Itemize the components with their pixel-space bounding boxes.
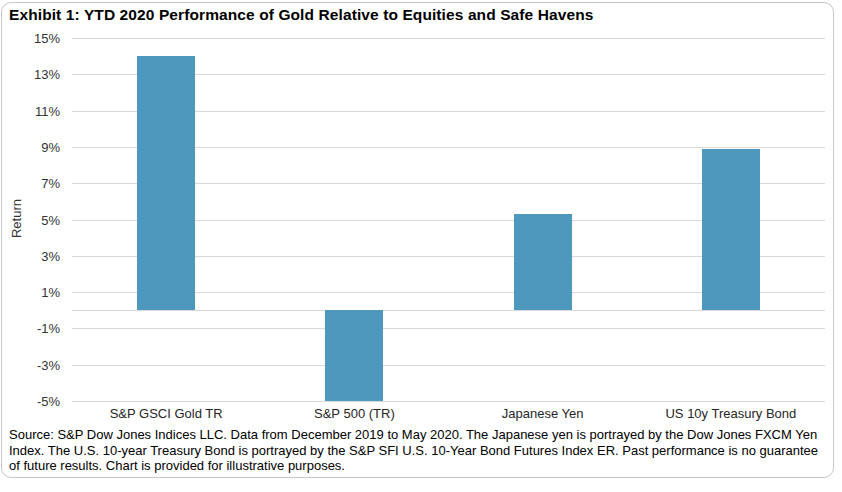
y-tick-label: 1% [41, 285, 60, 300]
source-note: Source: S&P Dow Jones Indices LLC. Data … [9, 427, 827, 474]
zero-axis-line [72, 310, 825, 311]
x-axis-category-label: S&P 500 (TR) [260, 406, 448, 421]
y-tick-label: 13% [34, 67, 60, 82]
gridline [72, 365, 825, 366]
y-axis-ticks: 15%13%11%9%7%5%3%1%-1%-3%-5% [2, 38, 60, 401]
y-tick-label: 7% [41, 176, 60, 191]
bar-s-p-500-tr- [325, 310, 383, 401]
chart-card: Exhibit 1: YTD 2020 Performance of Gold … [1, 2, 834, 478]
y-tick-label: 5% [41, 212, 60, 227]
y-tick-label: 9% [41, 139, 60, 154]
gridline [72, 328, 825, 329]
y-tick-label: -5% [37, 394, 60, 409]
y-tick-label: -1% [37, 321, 60, 336]
y-tick-label: 11% [35, 103, 60, 118]
x-axis-category-label: US 10y Treasury Bond [637, 406, 825, 421]
chart-title: Exhibit 1: YTD 2020 Performance of Gold … [9, 6, 819, 24]
y-tick-label: -3% [37, 357, 60, 372]
y-tick-label: 15% [34, 31, 60, 46]
bar-s-p-gsci-gold-tr [137, 56, 195, 310]
bar-us-10y-treasury-bond [702, 149, 760, 311]
gridline [72, 38, 825, 39]
gridline [72, 401, 825, 402]
x-axis-category-label: Japanese Yen [449, 406, 637, 421]
x-axis-labels: S&P GSCI Gold TRS&P 500 (TR)Japanese Yen… [72, 406, 825, 421]
x-axis-category-label: S&P GSCI Gold TR [72, 406, 260, 421]
plot-area [72, 38, 825, 401]
y-tick-label: 3% [41, 248, 60, 263]
bar-japanese-yen [514, 214, 572, 310]
